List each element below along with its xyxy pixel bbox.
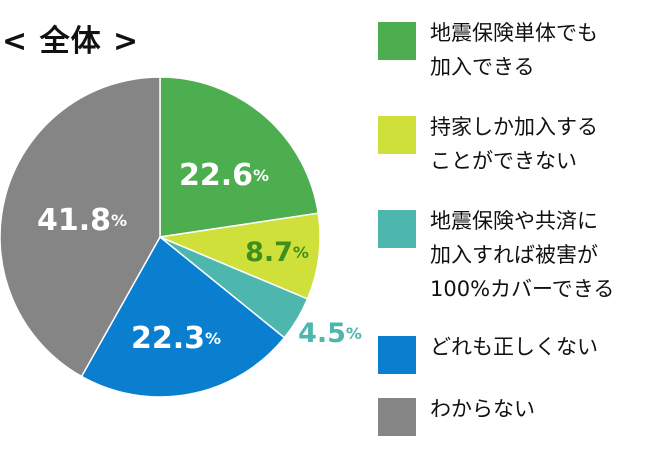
legend-label: 地震保険単体でも 加入できる (430, 21, 598, 79)
legend-swatch (378, 22, 416, 60)
slice-earthquake-standalone (159, 76, 320, 238)
slice-none-correct (80, 235, 286, 398)
legend-label: どれも正しくない (430, 335, 598, 359)
data-label: 22.3% (131, 321, 221, 356)
legend-label: 地震保険や共済に 加入すれば被害が 100%カバーできる (430, 209, 615, 301)
legend-swatch (378, 210, 416, 248)
legend-label: 持家しか加入する ことができない (430, 115, 598, 173)
data-label: 8.7% (245, 237, 309, 268)
legend: 地震保険単体でも 加入できる 持家しか加入する ことができない 地震保険や共済に… (378, 0, 651, 462)
legend-swatch (378, 398, 416, 436)
legend-label: わからない (430, 397, 535, 421)
legend-swatch (378, 336, 416, 374)
data-label: 41.8% (37, 203, 127, 238)
legend-swatch (378, 116, 416, 154)
chart-title: < 全体 > (2, 24, 140, 59)
data-label: 22.6% (179, 158, 269, 193)
slice-homeowners-only (157, 212, 321, 300)
pie-chart: 22.6% 8.7% 4.5% 22.3% 41.8% (0, 76, 362, 398)
data-label: 4.5% (298, 318, 362, 349)
slice-dont-know (0, 76, 161, 378)
